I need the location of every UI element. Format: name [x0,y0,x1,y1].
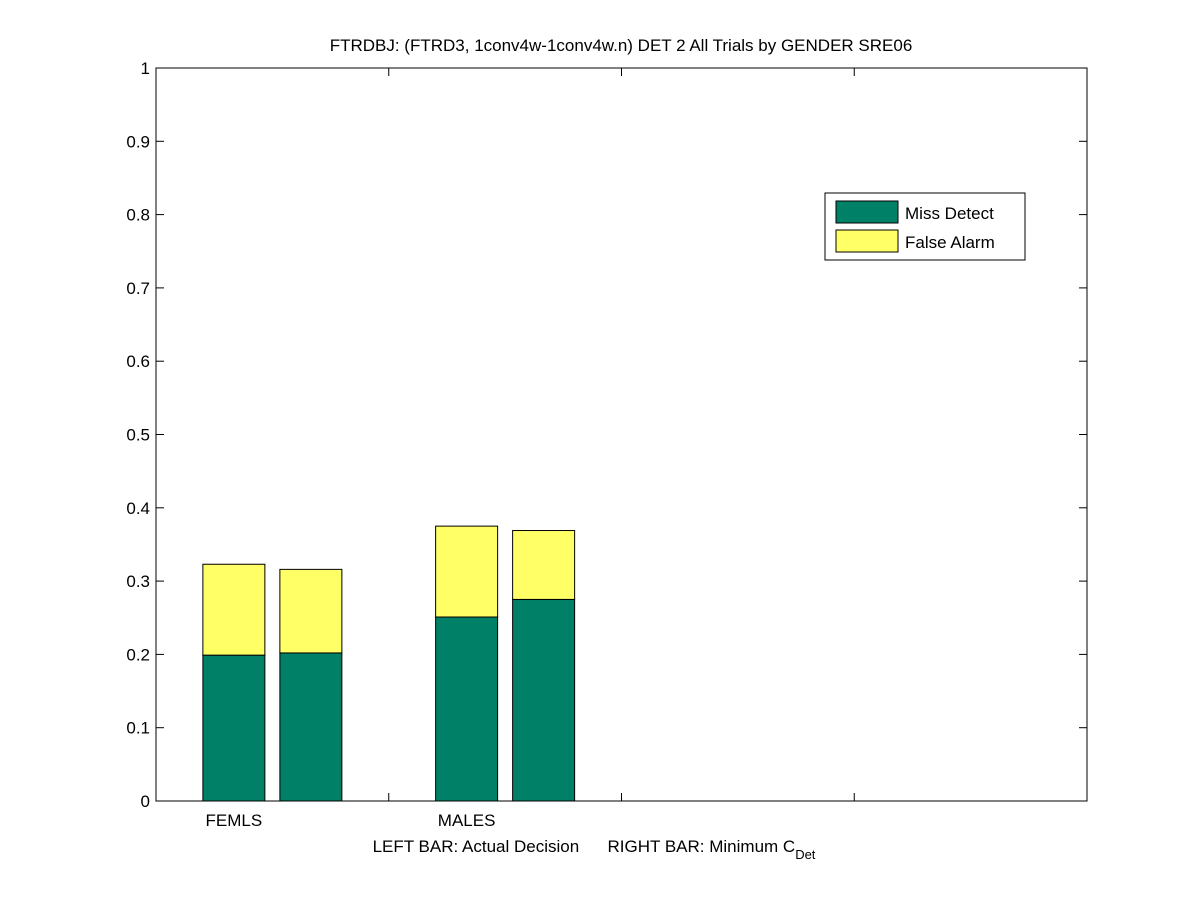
legend-swatch-false-alarm [835,229,899,253]
chart-title: FTRDBJ: (FTRD3, 1conv4w-1conv4w.n) DET 2… [330,36,913,55]
legend-swatch-miss-detect [835,200,899,224]
x-axis-label-right: RIGHT BAR: Minimum C [608,837,796,856]
ticks-layer [156,67,1087,802]
y-tick-label: 0.9 [126,132,150,151]
bar-males-right-false-alarm [512,530,576,600]
bar-femls-left-miss-detect [202,654,266,802]
y-tick-label: 0 [141,792,150,811]
y-tick-label: 0.1 [126,719,150,738]
legend-label-false-alarm: False Alarm [905,233,995,252]
legend: Miss Detect False Alarm [824,192,1026,261]
y-tick-label: 1 [141,59,150,78]
y-tick-label: 0.7 [126,279,150,298]
x-category-label: FEMLS [206,811,263,830]
labels-layer: 0 0.1 0.2 0.3 0.4 0.5 0.6 0.7 0.8 0.9 1 FEMLS MALES [126,59,495,830]
x-category-label: MALES [438,811,496,830]
y-tick-label: 0.5 [126,426,150,445]
y-tick-label: 0.6 [126,352,150,371]
bars-layer [202,525,576,802]
x-axis-label: LEFT BAR: Actual Decision RIGHT BAR: Min… [373,837,816,862]
x-axis-label-spacer [579,837,607,856]
y-tick-label: 0.2 [126,645,150,664]
y-tick-label: 0.4 [126,499,150,518]
bar-males-right-miss-detect [512,598,576,802]
y-tick-label: 0.8 [126,206,150,225]
bar-males-left-miss-detect [435,616,499,802]
bar-males-left-false-alarm [435,525,499,618]
y-tick-label: 0.3 [126,572,150,591]
x-axis-label-subscript: Det [795,847,816,862]
legend-label-miss-detect: Miss Detect [905,204,994,223]
bar-femls-left-false-alarm [202,563,266,656]
x-axis-label-left: LEFT BAR: Actual Decision [373,837,580,856]
bar-femls-right-false-alarm [279,568,343,654]
bar-femls-right-miss-detect [279,652,343,802]
